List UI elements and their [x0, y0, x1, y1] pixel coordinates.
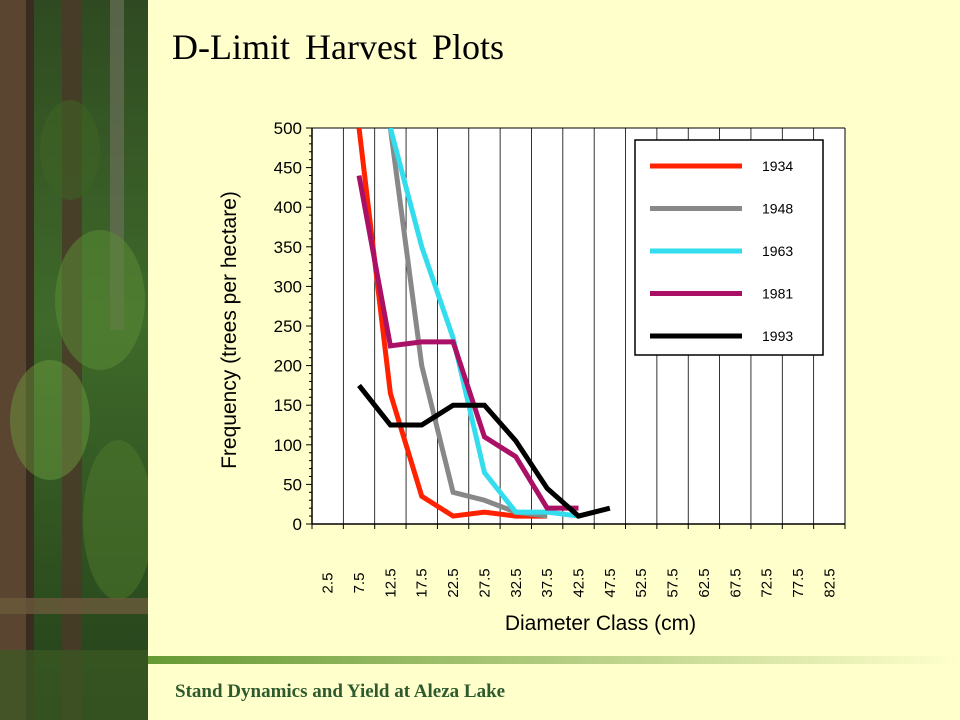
legend-label-1981: 1981	[762, 286, 793, 302]
x-axis-title: Diameter Class (cm)	[505, 612, 696, 635]
legend-label-1993: 1993	[762, 328, 793, 344]
x-tick-label: 47.5	[602, 568, 619, 597]
x-tick-label: 82.5	[821, 568, 838, 597]
y-tick-label: 400	[274, 198, 302, 217]
y-tick-label: 350	[274, 238, 302, 257]
y-tick-label: 0	[293, 515, 302, 534]
x-tick-label: 57.5	[665, 568, 682, 597]
x-tick-label: 52.5	[633, 568, 650, 597]
y-tick-label: 100	[274, 436, 302, 455]
x-tick-label: 2.5	[320, 573, 337, 594]
x-tick-label: 17.5	[414, 568, 431, 597]
y-axis-title: Frequency (trees per hectare)	[218, 191, 241, 469]
y-tick-label: 200	[274, 357, 302, 376]
y-tick-label: 150	[274, 396, 302, 415]
series-line-1993	[357, 383, 611, 519]
series-line-1981	[356, 175, 579, 511]
legend-label-1963: 1963	[762, 243, 793, 259]
y-tick-label: 250	[274, 317, 302, 336]
y-tick-label: 300	[274, 277, 302, 296]
y-tick-label: 500	[274, 119, 302, 138]
x-tick-label: 37.5	[539, 568, 556, 597]
footer-text: Stand Dynamics and Yield at Aleza Lake	[175, 681, 506, 702]
x-tick-label: 12.5	[382, 568, 399, 597]
legend-box	[634, 139, 824, 356]
y-tick-label: 50	[283, 475, 302, 494]
x-tick-label: 72.5	[759, 568, 776, 597]
x-tick-label: 42.5	[571, 568, 588, 597]
x-tick-label: 77.5	[790, 568, 807, 597]
x-tick-label: 22.5	[445, 568, 462, 597]
x-tick-label: 27.5	[476, 568, 493, 597]
forest-photo	[0, 0, 148, 720]
x-tick-label: 7.5	[351, 573, 368, 594]
x-tick-label: 67.5	[727, 568, 744, 597]
x-tick-label: 62.5	[696, 568, 713, 597]
legend-label-1948: 1948	[762, 201, 793, 217]
slide-title: D-Limit Harvest Plots	[172, 27, 504, 67]
y-tick-label: 450	[274, 159, 302, 178]
series-line-1963	[387, 128, 579, 519]
legend-label-1934: 1934	[762, 158, 793, 174]
footer-divider	[148, 656, 960, 664]
series-line-1934	[356, 128, 548, 519]
x-tick-label: 32.5	[508, 568, 525, 597]
